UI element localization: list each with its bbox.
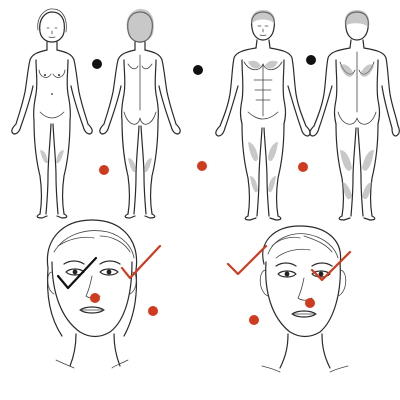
red-dot-7 (249, 315, 259, 325)
check-black-1 (56, 256, 98, 290)
red-dot-3 (298, 162, 308, 172)
face-right-male (259, 225, 349, 373)
male-front-figure (215, 10, 311, 221)
red-dot-1 (99, 165, 109, 175)
male-back-figure (309, 10, 400, 221)
black-dot-1 (92, 59, 102, 69)
check-red-1 (120, 244, 162, 280)
red-dot-2 (197, 161, 207, 171)
check-red-3 (310, 250, 352, 282)
female-back-figure (99, 8, 181, 219)
marker-layer (90, 55, 316, 325)
black-dot-2 (193, 65, 203, 75)
check-red-2 (226, 244, 268, 276)
red-dot-6 (305, 298, 315, 308)
female-front-figure (11, 8, 93, 219)
face-left-female (46, 219, 138, 369)
black-dot-3 (306, 55, 316, 65)
red-dot-5 (148, 306, 158, 316)
red-dot-4 (90, 293, 100, 303)
checkmark-layer (56, 244, 352, 290)
